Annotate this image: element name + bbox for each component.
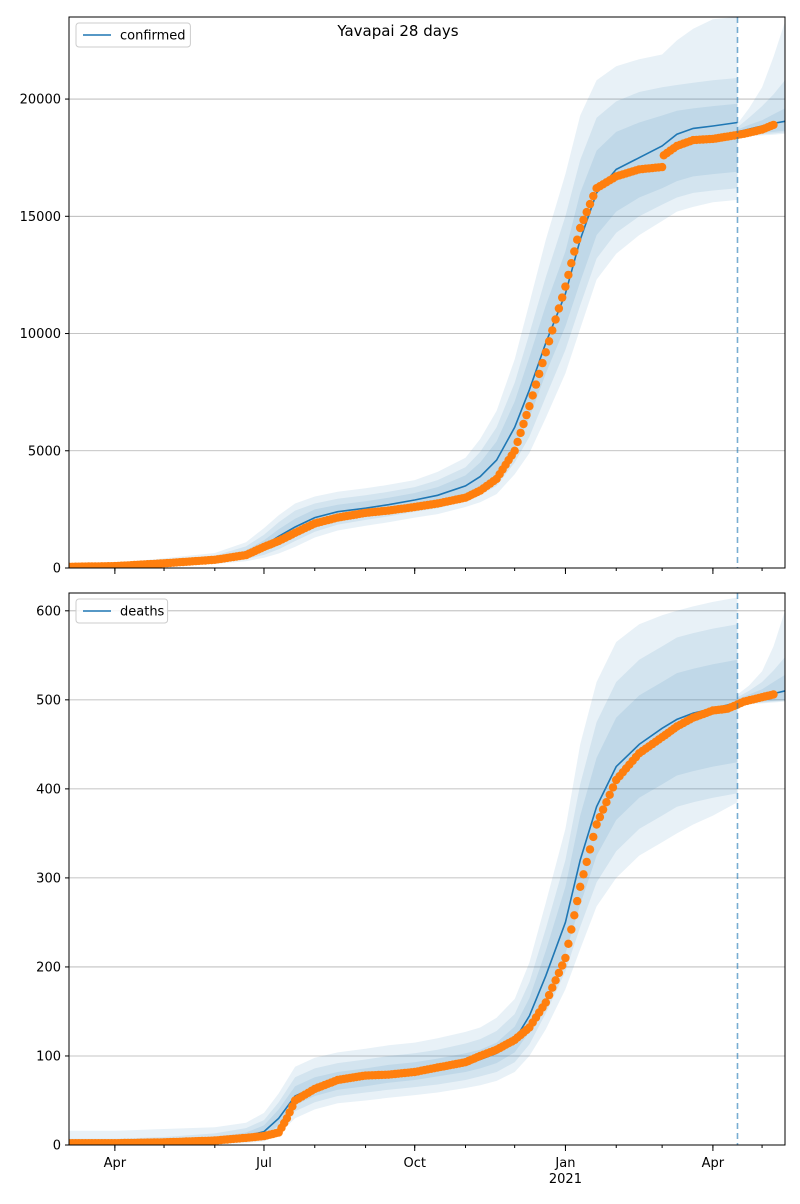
observed-point [582,207,591,217]
model-band-mid [69,78,738,568]
observed-point [561,953,570,963]
y-tick-label: 0 [53,1139,61,1154]
legend: confirmed [75,22,191,48]
observed-point [551,976,560,985]
observed-point [657,162,667,172]
axes-frame [68,16,786,569]
observed-point [589,191,598,201]
observed-point [519,419,528,429]
legend-label: confirmed [120,29,186,44]
observed-point [535,369,544,379]
y-tick-label: 300 [36,871,61,886]
y-tick-label: 600 [36,604,61,619]
panel-1: 0 5000 10000 15000 20000 confirmed [20,16,786,577]
observed-point [585,845,595,854]
y-tick-label: 20000 [20,93,61,108]
observed-point [531,380,541,389]
x-tick-label: Jan [554,1156,575,1171]
x-tick-label: Apr [702,1156,725,1171]
observed-point [548,326,557,335]
legend-label: deaths [120,605,165,620]
observed-point [561,282,570,291]
observed-point [513,437,522,447]
chart-title: Yavapai 28 days [336,22,458,40]
model-band-inner [69,659,738,1145]
plot-area [69,597,785,1145]
observed-point [582,857,591,867]
model-band-mid [69,624,738,1145]
observed-point [528,391,537,400]
observed-point [544,337,554,346]
y-tick-label: 500 [36,693,61,708]
y-tick-label: 0 [53,562,61,577]
y-tick-label: 5000 [28,444,61,459]
observed-point [558,961,567,970]
observed-point [541,998,550,1007]
observed-point [567,259,576,268]
x-year-label: 2021 [549,1172,582,1187]
legend-box [75,598,169,624]
observed-point [608,783,618,792]
observed-point [769,690,778,699]
observed-point [570,247,579,256]
observed-point [585,199,595,209]
observed-point [554,304,564,313]
observed-point [579,870,588,879]
observed-point [576,223,585,233]
legend: deaths [75,598,169,624]
observed-point [564,939,573,948]
panel-2: 0 100 200 300 400 500 600 Apr Jul Oct Jan Apr 2021 de… [36,592,786,1187]
observed-point [579,215,588,225]
observed-point [538,358,547,368]
observed-point [558,293,567,302]
observed-point [554,968,564,978]
axes-frame [68,592,786,1146]
legend-box [75,22,191,48]
x-tick-label: Oct [403,1156,425,1171]
x-tick-label: Apr [104,1156,127,1171]
observed-point [576,882,585,891]
y-tick-label: 400 [36,782,61,797]
observed-point [573,896,582,906]
forecast-band-outer [737,21,785,137]
observed-point [602,798,611,807]
observed-point [548,983,557,992]
observed-point [525,402,534,411]
observed-point [592,820,601,829]
observed-point [567,925,576,934]
observed-point [605,790,614,799]
forecast-band-outer [737,610,785,706]
observed-point [544,990,554,1000]
plot-area [69,17,785,568]
observed-point [598,805,608,814]
observed-point [595,812,605,822]
observed-point [589,832,598,842]
observed-point [541,348,550,357]
y-tick-label: 10000 [20,327,61,342]
observed-point [769,120,778,130]
observed-point [522,410,531,420]
observed-point [551,315,560,324]
y-tick-label: 200 [36,960,61,975]
x-tick-label: Jul [255,1156,272,1171]
observed-point [516,428,525,438]
observed-point [510,446,519,455]
model-band-outer [69,17,738,568]
observed-point [573,235,582,244]
y-tick-label: 100 [36,1049,61,1064]
y-tick-label: 15000 [20,210,61,225]
model-band-outer [69,597,738,1145]
observed-point [570,911,579,920]
observed-point [564,270,573,280]
